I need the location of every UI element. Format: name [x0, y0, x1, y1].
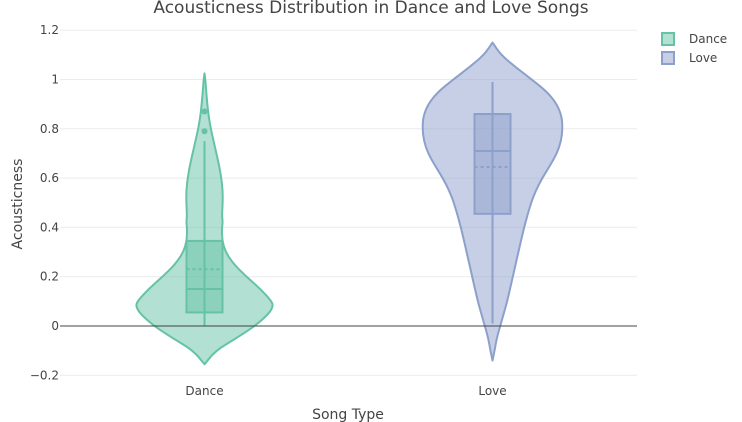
legend-swatch [661, 51, 675, 65]
legend-label: Dance [689, 32, 727, 46]
legend-label: Love [689, 51, 717, 65]
y-axis-title: Acousticness [10, 159, 26, 250]
y-tick-label: −0.2 [30, 368, 59, 382]
violin-layer [60, 41, 637, 366]
chart-title: Acousticness Distribution in Dance and L… [153, 0, 588, 18]
outlier-point [201, 108, 208, 115]
violin-dance[interactable] [135, 72, 274, 366]
y-tick-labels: −0.2 0 0.2 0.4 0.6 0.8 1 1.2 [30, 23, 59, 382]
x-tick-label: Love [478, 384, 506, 398]
legend-swatch [661, 32, 675, 46]
legend-item-love[interactable]: Love [661, 51, 717, 65]
y-tick-label: 0.6 [40, 171, 59, 185]
y-tick-label: 0.8 [40, 122, 59, 136]
grid-layer [60, 29, 637, 376]
x-axis-title: Song Type [312, 407, 384, 422]
x-tick-label: Dance [185, 384, 223, 398]
y-tick-label: 1 [51, 73, 59, 87]
y-tick-label: 0.2 [40, 270, 59, 284]
box-iqr [185, 239, 224, 314]
y-tick-label: 0.4 [40, 220, 59, 234]
outlier-point [201, 128, 208, 135]
legend[interactable]: Dance Love [661, 32, 727, 65]
y-tick-label: 0 [51, 319, 59, 333]
box-iqr [473, 113, 512, 215]
violin-love[interactable] [421, 41, 564, 362]
x-tick-labels: Dance Love [185, 384, 506, 398]
legend-item-dance[interactable]: Dance [661, 32, 727, 46]
y-tick-label: 1.2 [40, 23, 59, 37]
